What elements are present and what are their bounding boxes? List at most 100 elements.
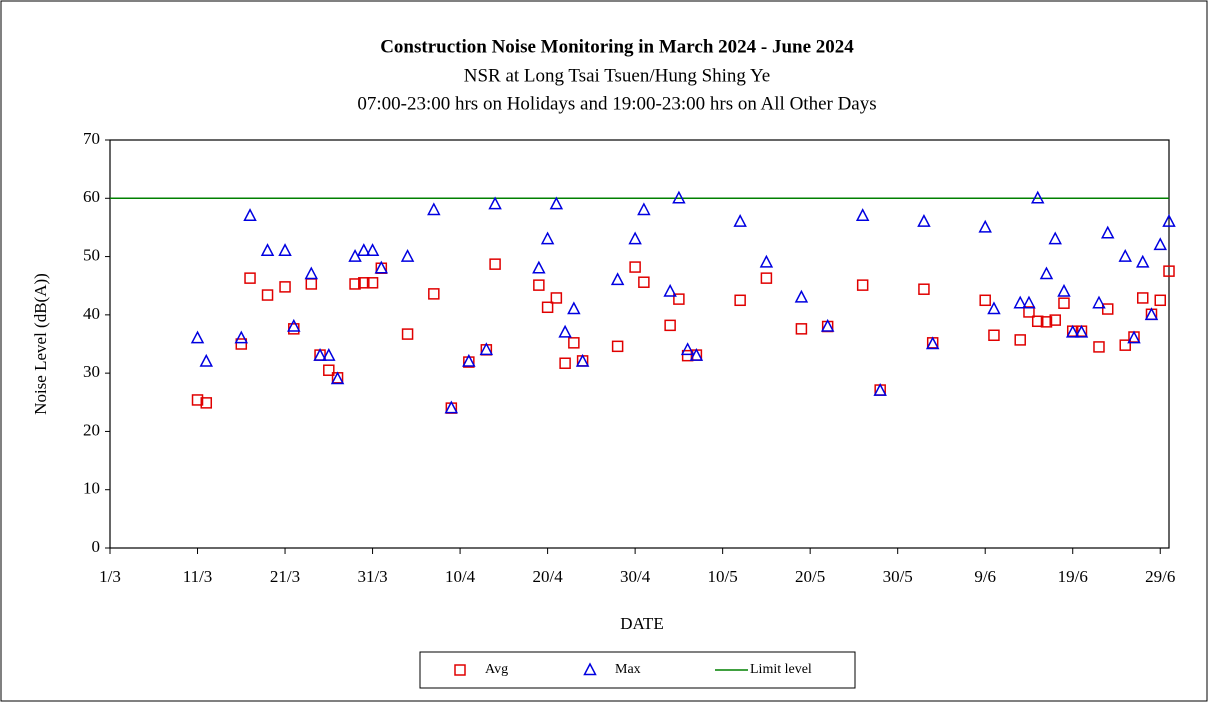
marker-square: [559, 357, 571, 369]
marker-triangle: [794, 289, 809, 303]
marker-triangle: [1022, 295, 1036, 309]
marker-triangle: [278, 243, 292, 256]
x-tick-label: 1/3: [99, 567, 121, 586]
marker-square: [918, 283, 930, 295]
marker-triangle: [1074, 324, 1089, 338]
y-tick-label: 70: [83, 129, 100, 148]
marker-triangle: [1057, 283, 1071, 297]
y-tick-label: 30: [83, 362, 100, 381]
marker-triangle: [532, 260, 546, 274]
y-tick-label: 20: [83, 420, 100, 439]
x-tick-label: 11/3: [183, 567, 213, 586]
marker-triangle: [628, 231, 642, 245]
marker-square: [1163, 265, 1175, 277]
x-axis-label: DATE: [620, 614, 663, 633]
y-axis-label: Noise Level (dB(A)): [31, 273, 50, 415]
marker-triangle: [260, 243, 275, 256]
y-tick-label: 10: [83, 479, 100, 498]
marker-square: [1136, 292, 1149, 304]
marker-square: [323, 364, 335, 376]
plot-area: [109, 139, 1170, 549]
marker-triangle: [479, 342, 494, 356]
marker-triangle: [1118, 248, 1132, 262]
marker-square: [541, 301, 554, 314]
marker-square: [244, 272, 256, 284]
marker-square: [611, 340, 624, 353]
subtitle: 07:00-23:00 hrs on Holidays and 19:00-23…: [357, 93, 876, 114]
marker-square: [288, 323, 300, 335]
marker-triangle: [733, 213, 747, 227]
marker-triangle: [462, 353, 476, 367]
marker-square: [428, 288, 440, 300]
marker-square: [1058, 297, 1070, 309]
marker-square: [550, 292, 563, 304]
marker-square: [454, 664, 466, 676]
marker-triangle: [583, 662, 597, 676]
marker-square: [1040, 316, 1053, 328]
marker-triangle: [1048, 231, 1062, 245]
marker-square: [979, 294, 991, 307]
y-tick-label: 0: [92, 537, 101, 556]
marker-triangle: [199, 353, 214, 367]
marker-triangle: [427, 202, 441, 216]
y-tick-label: 40: [83, 304, 100, 323]
marker-triangle: [610, 272, 625, 286]
marker-square: [795, 323, 808, 335]
marker-triangle: [759, 254, 774, 268]
marker-triangle: [330, 371, 345, 385]
marker-triangle: [689, 348, 704, 361]
subtitle: NSR at Long Tsai Tsuen/Hung Shing Ye: [464, 65, 770, 86]
y-tick-label: 60: [83, 187, 100, 206]
marker-triangle: [680, 342, 695, 356]
marker-square: [305, 278, 318, 290]
marker-triangle: [558, 324, 572, 338]
marker-triangle: [1039, 266, 1054, 280]
marker-triangle: [357, 243, 371, 256]
marker-square: [235, 338, 248, 350]
legend-label: Avg: [485, 662, 508, 677]
marker-square: [760, 272, 773, 284]
marker-triangle: [663, 283, 677, 297]
marker-triangle: [322, 348, 336, 361]
marker-square: [856, 279, 869, 291]
marker-triangle: [567, 301, 581, 315]
marker-square: [1031, 315, 1044, 328]
x-tick-label: 19/6: [1058, 567, 1088, 586]
marker-square: [358, 277, 370, 289]
marker-triangle: [190, 330, 205, 344]
marker-triangle: [672, 190, 686, 204]
marker-square: [664, 319, 676, 332]
legend-box: [419, 651, 856, 689]
x-tick-label: 21/3: [270, 567, 300, 586]
marker-triangle: [549, 196, 564, 210]
legend-label: Max: [615, 662, 641, 677]
marker-square: [191, 394, 204, 406]
marker-triangle: [1127, 330, 1141, 344]
marker-square: [349, 278, 361, 290]
marker-square: [533, 279, 545, 291]
marker-triangle: [855, 208, 870, 222]
marker-square: [279, 281, 291, 293]
legend-label: Limit level: [750, 662, 812, 677]
marker-square: [1119, 339, 1131, 351]
marker-triangle: [1100, 225, 1115, 239]
x-tick-label: 10/4: [445, 567, 476, 586]
marker-triangle: [488, 196, 502, 210]
marker-triangle: [925, 336, 940, 350]
marker-square: [1014, 334, 1026, 346]
y-tick-label: 50: [83, 245, 100, 264]
marker-triangle: [540, 231, 555, 245]
marker-square: [734, 294, 746, 307]
marker-square: [366, 277, 379, 289]
marker-square: [1093, 341, 1105, 353]
marker-triangle: [1144, 307, 1159, 321]
marker-triangle: [1013, 295, 1027, 309]
marker-square: [1023, 306, 1035, 318]
marker-triangle: [243, 208, 257, 222]
x-tick-label: 20/5: [795, 567, 825, 586]
marker-triangle: [1162, 213, 1176, 227]
marker-triangle: [1136, 254, 1150, 268]
x-tick-label: 30/5: [883, 567, 913, 586]
marker-triangle: [313, 348, 327, 361]
